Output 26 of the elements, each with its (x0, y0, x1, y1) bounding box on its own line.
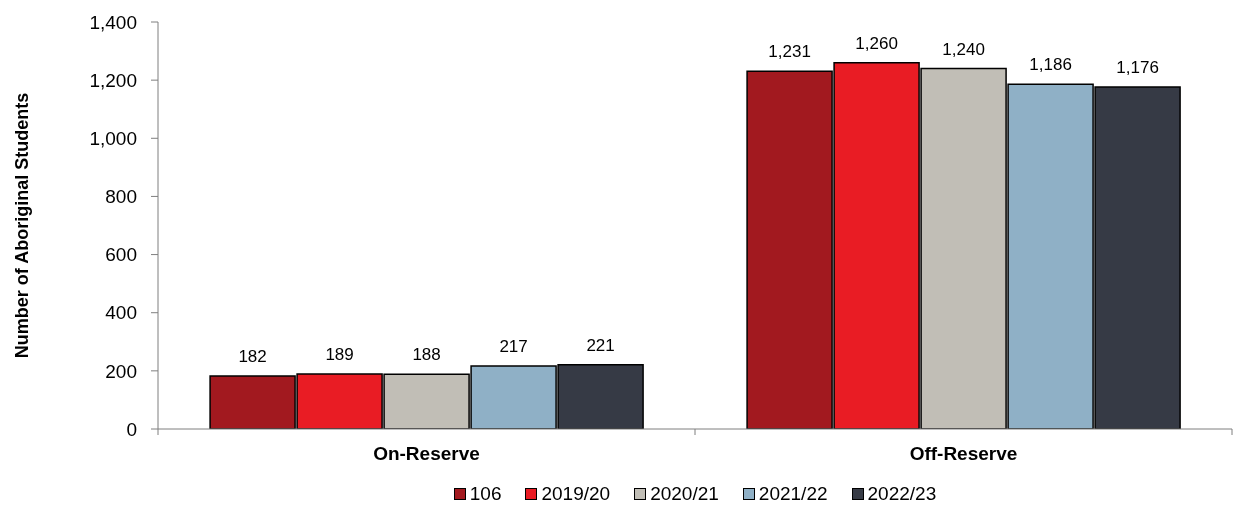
y-tick-label: 400 (105, 302, 137, 324)
data-label: 1,231 (768, 42, 811, 62)
legend-label: 2021/22 (758, 483, 828, 505)
y-tick-label: 600 (105, 244, 137, 266)
data-label: 1,186 (1029, 55, 1072, 75)
legend-label: 2020/21 (650, 483, 719, 505)
data-label: 189 (325, 345, 354, 365)
legend-label: 2022/23 (867, 483, 937, 505)
y-tick-label: 200 (105, 360, 137, 382)
legend-label: 2019/20 (541, 483, 611, 505)
y-tick-label: 0 (126, 418, 137, 440)
data-label: 221 (586, 335, 615, 355)
x-tick-label: On-Reserve (373, 443, 480, 464)
data-label: 188 (412, 345, 441, 365)
data-label: 1,260 (855, 33, 898, 53)
y-axis-title: Number of Aboriginal Students (12, 92, 32, 359)
data-label: 217 (499, 336, 528, 356)
legend-label: 106 (469, 483, 502, 505)
data-label: 1,176 (1116, 58, 1159, 78)
y-tick-label: 800 (105, 186, 137, 208)
data-label: 1,240 (942, 39, 985, 59)
data-label: 182 (238, 347, 267, 367)
y-tick-label: 1,000 (89, 128, 137, 150)
y-tick-label: 1,400 (89, 11, 137, 33)
y-tick-label: 1,200 (89, 69, 137, 91)
x-tick-label: Off-Reserve (909, 443, 1018, 464)
